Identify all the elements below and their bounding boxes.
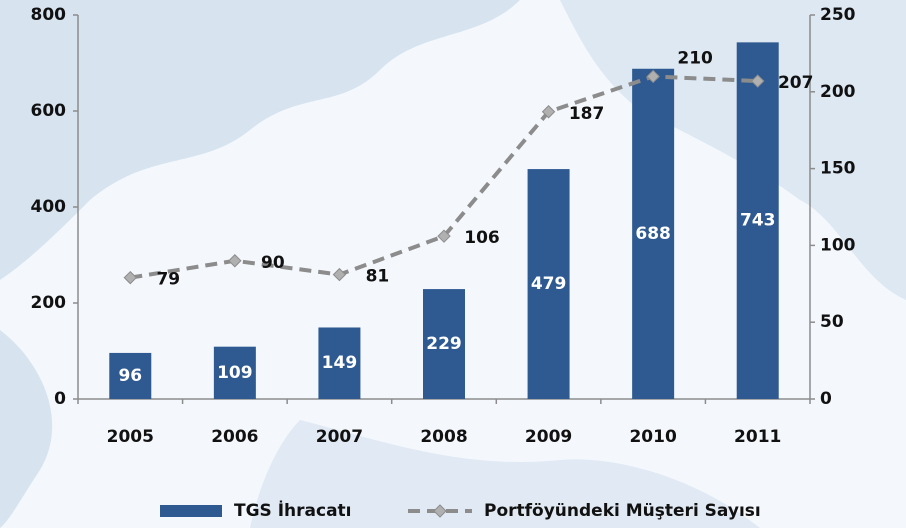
- x-tick-label: 2005: [107, 427, 154, 447]
- y-tick-label: 600: [31, 101, 67, 121]
- y2-tick-label: 200: [820, 82, 856, 102]
- line-marker: [437, 229, 451, 243]
- bar-value-label: 149: [322, 353, 358, 373]
- bar: [527, 169, 570, 399]
- map-shape: [250, 420, 760, 528]
- bar-value-label: 743: [740, 211, 776, 231]
- y-tick-label: 800: [31, 5, 67, 25]
- line-value-label: 106: [464, 228, 500, 248]
- legend-label: TGS İhracatı: [234, 499, 352, 521]
- line-marker: [541, 105, 556, 119]
- line-value-label: 81: [366, 267, 390, 287]
- map-shape: [0, 330, 53, 528]
- y-tick-label: 400: [31, 197, 67, 217]
- bar: [318, 327, 361, 399]
- line-value-label: 90: [261, 253, 285, 273]
- bar: [736, 42, 779, 400]
- y-tick-label: 0: [54, 389, 66, 409]
- x-tick-label: 2010: [629, 427, 676, 447]
- line-value-label: 210: [677, 48, 713, 68]
- bar-value-label: 96: [118, 366, 142, 386]
- line-marker: [751, 74, 765, 88]
- bar-value-label: 479: [531, 274, 567, 294]
- map-shape: [0, 0, 520, 280]
- line-marker: [123, 270, 137, 285]
- y2-tick-label: 100: [820, 235, 856, 255]
- y2-tick-label: 0: [820, 389, 832, 409]
- bar: [423, 289, 465, 399]
- bar: [109, 352, 152, 399]
- legend-label: Portföyündeki Müşteri Sayısı: [484, 501, 761, 521]
- x-tick-label: 2009: [525, 427, 572, 447]
- bar-value-label: 688: [635, 224, 671, 244]
- bar: [213, 346, 256, 399]
- y2-tick-label: 50: [820, 312, 844, 332]
- line-marker: [646, 69, 660, 84]
- line-marker: [228, 254, 242, 268]
- y2-tick-label: 150: [820, 159, 856, 179]
- bar: [632, 68, 675, 399]
- x-tick-label: 2011: [734, 427, 781, 447]
- line-value-label: 79: [156, 270, 180, 290]
- x-tick-label: 2007: [316, 427, 363, 447]
- legend-swatch: [160, 505, 222, 517]
- y-tick-label: 200: [31, 293, 67, 313]
- bar-value-label: 109: [217, 363, 253, 383]
- line-value-label: 207: [778, 73, 814, 93]
- line-value-label: 187: [569, 104, 605, 124]
- y2-tick-label: 250: [820, 5, 856, 25]
- bar-value-label: 229: [426, 334, 462, 354]
- line-marker: [332, 267, 347, 282]
- x-tick-label: 2006: [211, 427, 258, 447]
- x-tick-label: 2008: [420, 427, 467, 447]
- legend-marker: [433, 504, 447, 518]
